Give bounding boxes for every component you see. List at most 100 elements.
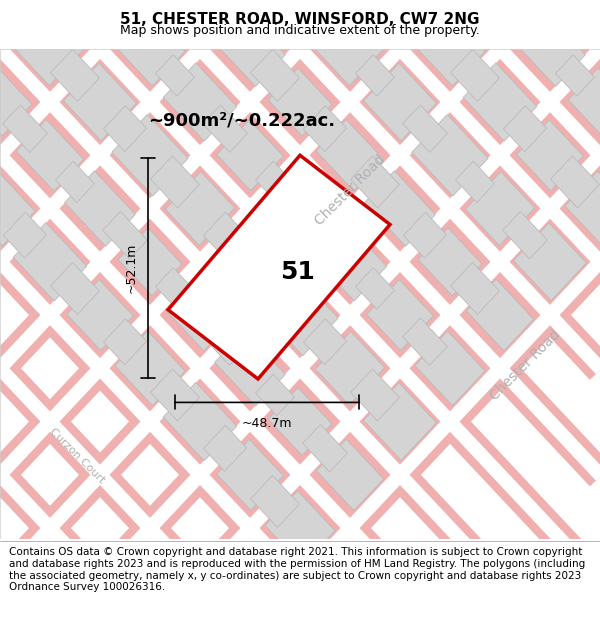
Polygon shape [303,424,347,472]
Polygon shape [217,439,283,510]
Polygon shape [268,68,332,136]
Polygon shape [364,382,436,461]
Polygon shape [503,211,547,259]
Polygon shape [4,0,47,45]
Polygon shape [503,0,547,46]
Polygon shape [403,105,447,152]
Polygon shape [115,11,185,86]
Polygon shape [112,114,188,196]
Polygon shape [367,279,433,351]
Text: 51, CHESTER ROAD, WINSFORD, CW7 2NG: 51, CHESTER ROAD, WINSFORD, CW7 2NG [120,12,480,27]
Polygon shape [0,171,35,246]
Polygon shape [50,262,100,314]
Polygon shape [356,54,394,96]
Polygon shape [67,279,133,351]
Polygon shape [316,439,383,511]
Polygon shape [103,0,147,46]
Text: ~52.1m: ~52.1m [125,243,138,293]
Polygon shape [3,105,47,152]
Text: Contains OS data © Crown copyright and database right 2021. This information is : Contains OS data © Crown copyright and d… [9,548,585,592]
Polygon shape [251,262,299,314]
Polygon shape [268,388,332,456]
Polygon shape [568,68,600,136]
Polygon shape [565,171,600,246]
Polygon shape [166,0,233,31]
Text: 51: 51 [280,261,314,284]
Polygon shape [13,222,87,301]
Polygon shape [151,156,199,208]
Polygon shape [155,268,194,309]
Polygon shape [16,12,85,86]
Polygon shape [168,155,390,379]
Text: Chester Road: Chester Road [312,152,388,228]
Polygon shape [418,228,482,296]
Text: Curzon Court: Curzon Court [48,426,107,485]
Polygon shape [265,491,335,566]
Polygon shape [115,331,185,406]
Polygon shape [316,12,385,86]
Polygon shape [466,0,533,31]
Polygon shape [256,161,295,202]
Polygon shape [203,425,247,471]
Polygon shape [215,11,286,86]
Polygon shape [367,0,433,31]
Polygon shape [118,228,182,296]
Polygon shape [455,161,494,202]
Polygon shape [415,331,485,406]
Polygon shape [0,68,32,136]
Polygon shape [503,106,547,152]
Polygon shape [4,213,47,258]
Polygon shape [303,0,347,46]
Polygon shape [403,318,447,366]
Polygon shape [316,331,385,405]
Polygon shape [415,11,485,86]
Polygon shape [103,211,147,259]
Polygon shape [215,331,286,406]
Polygon shape [515,11,586,86]
Polygon shape [166,172,235,246]
Polygon shape [304,106,347,152]
Polygon shape [203,318,247,366]
Polygon shape [151,369,199,421]
Polygon shape [316,119,383,191]
Polygon shape [304,319,347,364]
Polygon shape [50,49,100,101]
Polygon shape [262,0,338,36]
Polygon shape [403,213,446,258]
Polygon shape [67,0,133,31]
Polygon shape [350,369,400,421]
Polygon shape [203,0,247,45]
Polygon shape [356,268,394,309]
Polygon shape [65,171,136,246]
Text: ~48.7m: ~48.7m [242,418,292,431]
Polygon shape [256,374,295,416]
Polygon shape [166,279,233,351]
Polygon shape [466,279,533,351]
Polygon shape [64,63,136,141]
Text: Chester Road: Chester Road [487,328,563,403]
Polygon shape [103,106,146,152]
Polygon shape [203,105,247,152]
Polygon shape [303,211,347,259]
Polygon shape [412,114,488,196]
Polygon shape [514,223,586,301]
Polygon shape [103,319,146,364]
Polygon shape [56,161,94,202]
Polygon shape [217,120,283,191]
Polygon shape [463,63,537,141]
Polygon shape [451,49,499,101]
Polygon shape [551,156,599,208]
Polygon shape [517,120,583,191]
Polygon shape [163,382,237,461]
Polygon shape [0,0,38,36]
Polygon shape [203,213,247,258]
Text: ~900m²/~0.222ac.: ~900m²/~0.222ac. [148,111,335,129]
Polygon shape [556,54,595,96]
Polygon shape [214,223,286,301]
Polygon shape [365,171,436,246]
Polygon shape [251,476,299,528]
Polygon shape [262,274,338,356]
Polygon shape [155,54,194,96]
Polygon shape [403,0,446,45]
Polygon shape [251,49,299,101]
